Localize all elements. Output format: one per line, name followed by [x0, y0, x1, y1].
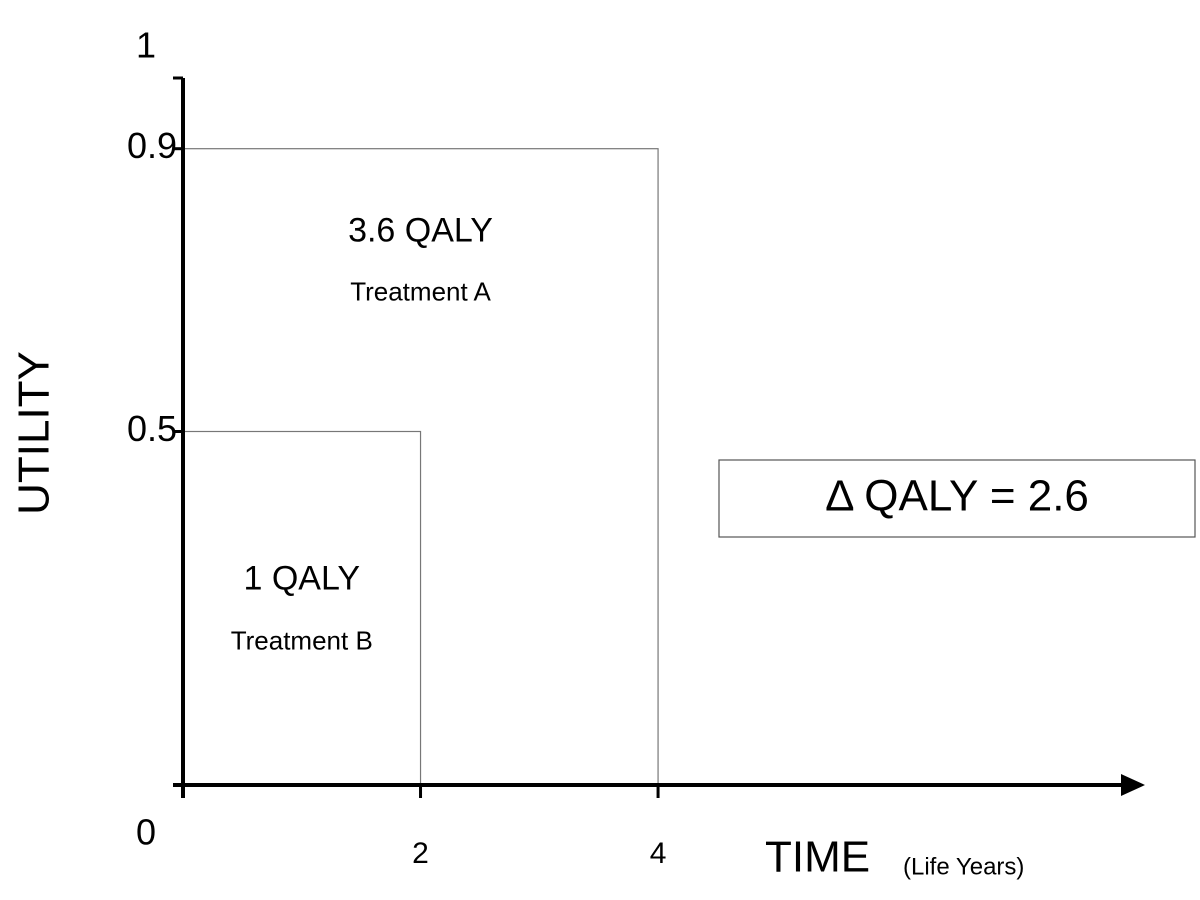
qaly-label: 3.6 QALY	[348, 212, 493, 250]
y-tick-label: 0	[136, 812, 156, 853]
qaly-area	[182, 430, 422, 786]
x-tick-label: 2	[412, 837, 429, 870]
x-axis-label: TIME	[765, 833, 870, 882]
x-axis-unit: (Life Years)	[903, 853, 1024, 880]
x-tick-label: 4	[650, 837, 667, 870]
annotation: Δ QALY = 2.6	[825, 472, 1089, 521]
y-tick-label: 0.9	[127, 125, 177, 166]
qaly-label: 1 QALY	[243, 559, 360, 597]
x-axis-arrow	[1121, 774, 1145, 796]
series-name: Treatment A	[350, 277, 491, 307]
y-tick-label: 0.5	[127, 408, 177, 449]
series-name: Treatment B	[231, 625, 373, 655]
y-tick-label: 1	[136, 25, 156, 66]
y-axis-label: UTILITY	[10, 351, 59, 515]
annotation-box	[718, 459, 1196, 538]
